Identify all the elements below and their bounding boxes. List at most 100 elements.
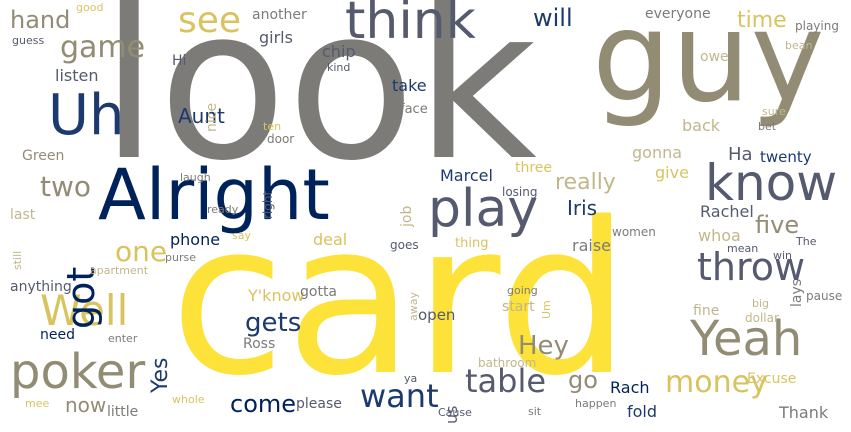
word-losing: losing [502,185,538,199]
word-guy: guy [592,0,825,130]
word-please: please [296,396,342,412]
word-big: big [752,297,770,310]
word-start: start [502,299,535,315]
word-apartment: apartment [90,264,149,277]
word-yes: Yes [148,357,173,394]
word-iris: Iris [567,196,598,220]
word-time: time [737,8,787,33]
word-door: door [267,132,295,146]
word-bathroom: bathroom [478,356,537,370]
word-um: Um [540,299,553,319]
word-hand: hand [10,6,71,34]
word-ross: Ross [243,336,276,352]
word-yeah: Yeah [690,311,803,367]
word-good: good [76,1,104,14]
word-uh: Uh [48,83,125,148]
word-win: win [773,249,793,262]
word-game: game [60,30,146,65]
word-green: Green [22,148,65,164]
word-will: will [533,4,573,32]
word-everyone: everyone [645,6,711,22]
word-thank: Thank [779,403,829,422]
word-whoa: whoa [698,226,741,245]
word-say: say [232,229,251,242]
word-five: five [755,211,800,239]
word-cause: Cause [438,406,472,419]
word-want: want [360,377,439,415]
word-gotta: gotta [300,284,338,300]
word-enter: enter [108,332,138,345]
word-y-know: Y'know [248,286,305,305]
word-well: Well [40,286,129,335]
word-look: look [100,0,537,207]
word-kind: kind [327,61,351,74]
word-one: one [115,235,168,268]
word-really: really [555,170,616,195]
word-play: play [428,179,539,239]
word-take: take [392,76,427,95]
word-card: card [170,177,631,422]
word-whole: whole [172,393,205,406]
word-hey: Hey [518,331,569,361]
word-fold: fold [627,402,658,421]
word-deal: deal [313,230,348,249]
word-last: last [10,207,36,223]
word-ha: Ha [728,144,753,165]
word-happen: happen [575,397,617,410]
word-give: give [655,163,689,182]
word-bet: bet [758,120,777,133]
word-money: money [665,365,768,400]
word-dollar: dollar [745,311,779,325]
word-phone: phone [170,230,221,249]
word-need: need [40,327,75,343]
word-aunt: Aunt [178,104,225,128]
word-right: right [261,190,275,220]
word-thing: thing [455,236,489,251]
word-sit: sit [528,405,542,418]
word-ten: ten [263,120,282,133]
word-go: go [568,366,598,394]
word-lays: lays [789,279,805,308]
word-bean: bean [785,39,813,52]
word-raise: raise [572,236,612,255]
word-purse: purse [165,251,196,264]
word-chip: chip [322,42,356,61]
word-going: going [507,284,538,297]
word-gets: gets [245,308,302,338]
word-read: read [222,41,247,54]
word-open: open [418,306,456,324]
word-sure: sure [762,105,786,118]
word-nice: nice [204,103,220,133]
word-guess: guess [12,34,45,47]
word-away: away [407,291,420,321]
word-anything: anything [10,279,72,295]
word-still: still [11,250,24,270]
word-three: three [515,160,553,176]
word-pause: pause [806,289,843,303]
word-women: women [612,225,656,239]
word-twenty: twenty [760,148,812,166]
word-girls: girls [259,28,293,47]
word-poker: poker [10,344,146,400]
word-rach: Rach [610,378,650,397]
word-listen: listen [55,66,99,85]
word-owe: owe [700,49,729,65]
word-ya: ya [404,372,418,385]
word-throw: throw [697,245,806,289]
word-see: see [178,0,242,41]
word-now: now [65,393,107,417]
word-know: know [705,154,838,212]
word-the: The [796,235,817,248]
word-come: come [230,390,297,418]
word-goes: goes [390,238,419,252]
word-ready: ready [207,203,239,216]
word-fine: fine [693,303,720,319]
word-marcel: Marcel [440,166,493,185]
word-two: two [40,170,92,203]
word-mean: mean [727,242,759,255]
word-job: job [399,206,415,228]
word-think: think [345,0,476,51]
word-rachel: Rachel [700,202,754,221]
word-mee: mee [25,397,50,410]
